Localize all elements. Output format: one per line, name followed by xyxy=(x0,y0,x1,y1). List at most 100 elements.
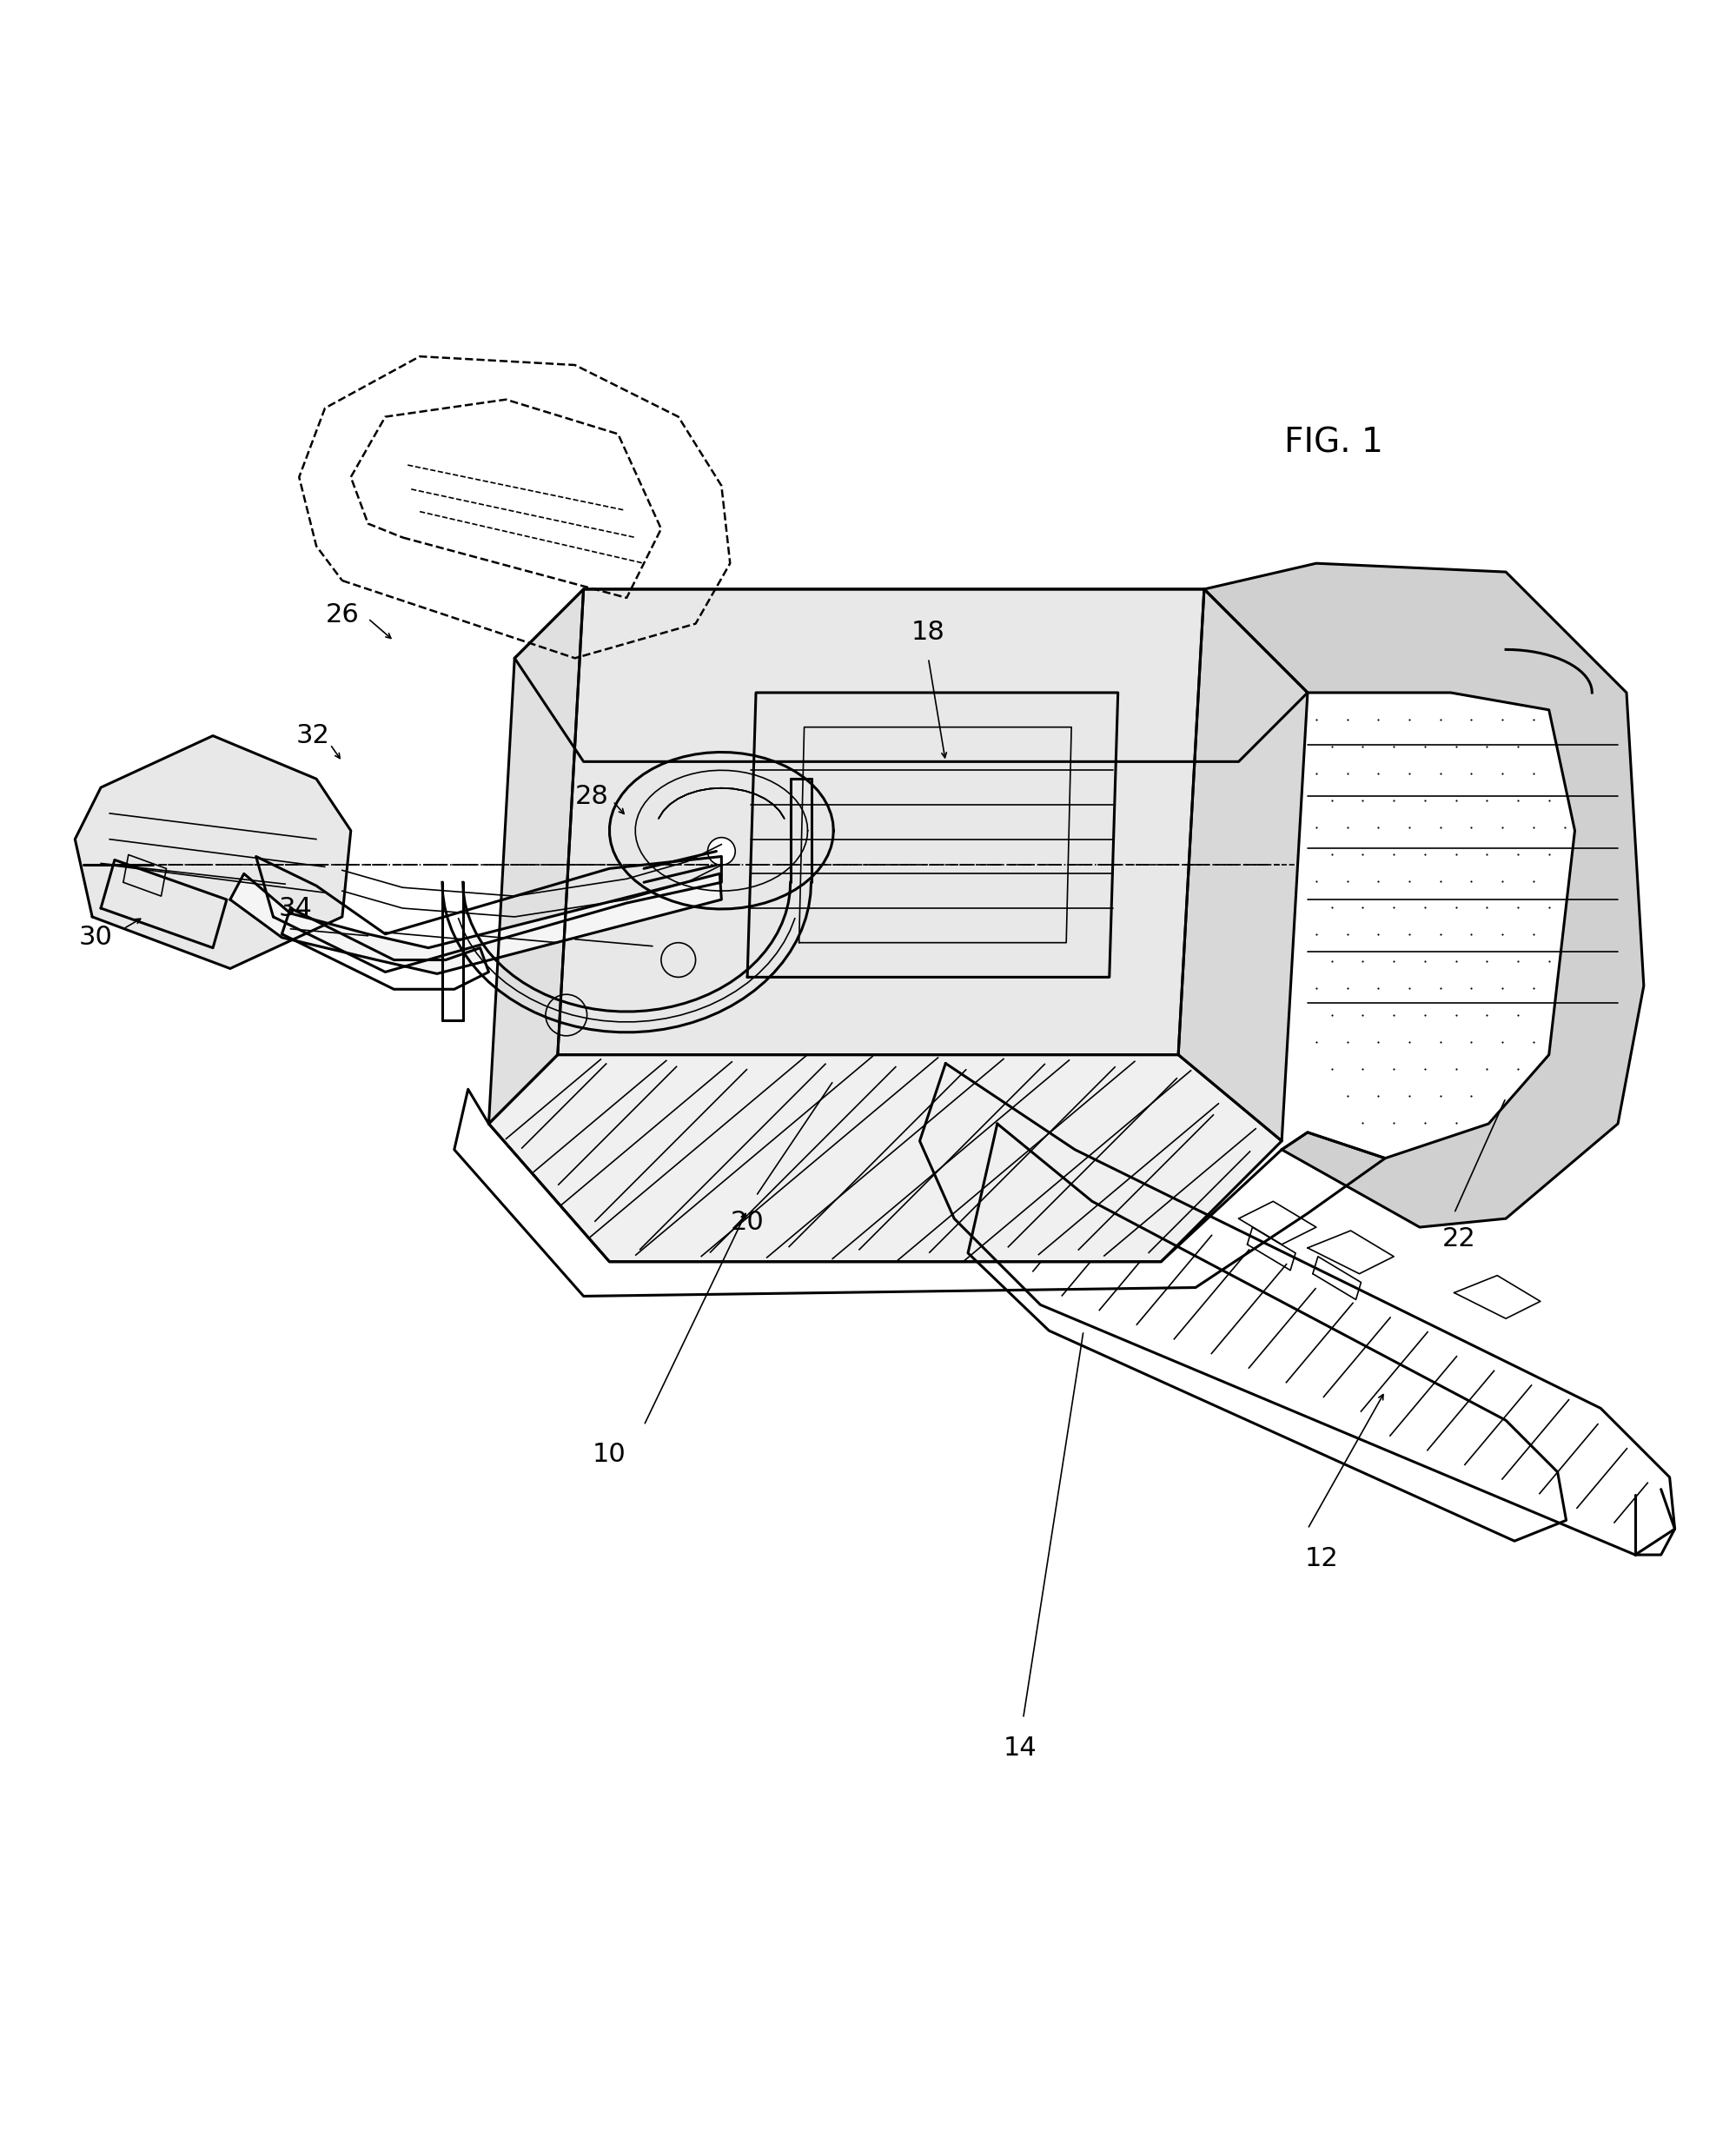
Point xyxy=(1380,890,1408,924)
Point xyxy=(1302,757,1330,791)
Point xyxy=(1302,918,1330,952)
Point xyxy=(1396,810,1424,845)
Point xyxy=(1364,810,1392,845)
Point xyxy=(1443,1053,1470,1087)
Text: 10: 10 xyxy=(592,1443,627,1466)
Point xyxy=(1488,703,1516,738)
Point xyxy=(1411,890,1439,924)
Point xyxy=(1427,810,1455,845)
Point xyxy=(1364,864,1392,898)
Text: 22: 22 xyxy=(1443,1226,1476,1252)
Point xyxy=(1488,810,1516,845)
Point xyxy=(1474,836,1502,870)
Point xyxy=(1364,1025,1392,1059)
Point xyxy=(1458,918,1486,952)
Point xyxy=(1458,864,1486,898)
Polygon shape xyxy=(490,590,583,1123)
Point xyxy=(1396,757,1424,791)
Point xyxy=(1411,943,1439,978)
Point xyxy=(1474,783,1502,817)
Point xyxy=(1396,1078,1424,1113)
Point xyxy=(1411,729,1439,763)
Point xyxy=(1333,703,1361,738)
Point xyxy=(1443,836,1470,870)
Point xyxy=(1488,971,1516,1006)
Text: 26: 26 xyxy=(325,602,359,628)
Point xyxy=(1488,864,1516,898)
Point xyxy=(1380,729,1408,763)
Point xyxy=(1380,999,1408,1033)
Point xyxy=(1503,890,1531,924)
Point xyxy=(1488,757,1516,791)
Point xyxy=(1458,1078,1486,1113)
Point xyxy=(1427,971,1455,1006)
Point xyxy=(1333,1025,1361,1059)
Text: 14: 14 xyxy=(1003,1734,1036,1760)
Point xyxy=(1333,1078,1361,1113)
Point xyxy=(1349,1053,1377,1087)
Point xyxy=(1503,836,1531,870)
Text: 32: 32 xyxy=(297,723,330,748)
Point xyxy=(1364,971,1392,1006)
Point xyxy=(1364,1078,1392,1113)
Point xyxy=(1519,918,1547,952)
Point xyxy=(1503,1053,1531,1087)
Point xyxy=(1427,1078,1455,1113)
Point xyxy=(1318,890,1345,924)
Point xyxy=(1349,890,1377,924)
Point xyxy=(1443,890,1470,924)
Point xyxy=(1396,1025,1424,1059)
Point xyxy=(1396,971,1424,1006)
Polygon shape xyxy=(1205,564,1644,1226)
Point xyxy=(1411,1053,1439,1087)
Point xyxy=(1443,943,1470,978)
Text: 20: 20 xyxy=(731,1209,764,1235)
Text: FIG. 1: FIG. 1 xyxy=(1285,427,1384,459)
Point xyxy=(1519,810,1547,845)
Point xyxy=(1443,783,1470,817)
Point xyxy=(1550,810,1578,845)
Point xyxy=(1519,1025,1547,1059)
Point xyxy=(1349,783,1377,817)
Text: 18: 18 xyxy=(911,620,944,645)
Polygon shape xyxy=(75,735,351,969)
Point xyxy=(1474,999,1502,1033)
Point xyxy=(1474,1053,1502,1087)
Point xyxy=(1302,1025,1330,1059)
Point xyxy=(1380,1053,1408,1087)
Point xyxy=(1333,971,1361,1006)
Point xyxy=(1364,703,1392,738)
Point xyxy=(1519,864,1547,898)
Text: 28: 28 xyxy=(575,783,609,808)
Point xyxy=(1349,729,1377,763)
Point xyxy=(1364,918,1392,952)
Point xyxy=(1519,971,1547,1006)
Point xyxy=(1488,918,1516,952)
Point xyxy=(1458,810,1486,845)
Point xyxy=(1318,943,1345,978)
Point xyxy=(1318,999,1345,1033)
Point xyxy=(1519,703,1547,738)
Point xyxy=(1427,1025,1455,1059)
Polygon shape xyxy=(490,1055,1281,1261)
Text: 30: 30 xyxy=(80,924,113,950)
Point xyxy=(1396,703,1424,738)
Point xyxy=(1333,918,1361,952)
Point xyxy=(1427,757,1455,791)
Point xyxy=(1411,783,1439,817)
Point xyxy=(1302,971,1330,1006)
Point xyxy=(1458,757,1486,791)
Point xyxy=(1488,1025,1516,1059)
Point xyxy=(1333,810,1361,845)
Point xyxy=(1349,1106,1377,1141)
Point xyxy=(1349,836,1377,870)
Point xyxy=(1302,810,1330,845)
Polygon shape xyxy=(1179,590,1307,1141)
Point xyxy=(1380,1106,1408,1141)
Text: 34: 34 xyxy=(279,896,312,920)
Point xyxy=(1318,836,1345,870)
Polygon shape xyxy=(557,590,1205,1055)
Point xyxy=(1364,757,1392,791)
Point xyxy=(1535,836,1562,870)
Point xyxy=(1503,729,1531,763)
